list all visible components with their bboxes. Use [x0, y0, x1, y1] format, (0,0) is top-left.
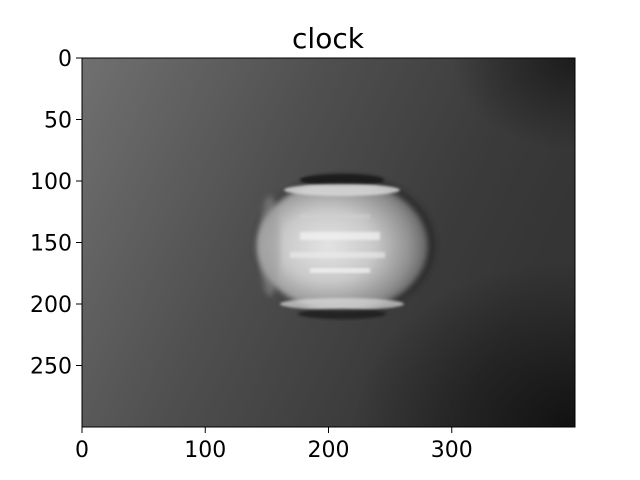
y-tick-label: 150	[30, 232, 72, 257]
y-tick-label: 250	[30, 355, 72, 380]
y-tick-label: 50	[44, 109, 72, 134]
figure-title: clock	[292, 22, 365, 55]
y-tick-label: 0	[58, 47, 72, 72]
grayscale-photo-image	[82, 58, 575, 427]
y-tick-label: 200	[30, 293, 72, 318]
x-tick-label: 0	[75, 438, 89, 463]
x-tick-label: 300	[431, 438, 473, 463]
y-tick-label: 100	[30, 170, 72, 195]
x-axis: 0 100 200 300	[75, 427, 473, 463]
y-axis: 0 50 100 150 200 250	[30, 47, 82, 380]
x-tick-label: 200	[308, 438, 350, 463]
x-tick-label: 100	[184, 438, 226, 463]
clock-object	[255, 174, 435, 319]
